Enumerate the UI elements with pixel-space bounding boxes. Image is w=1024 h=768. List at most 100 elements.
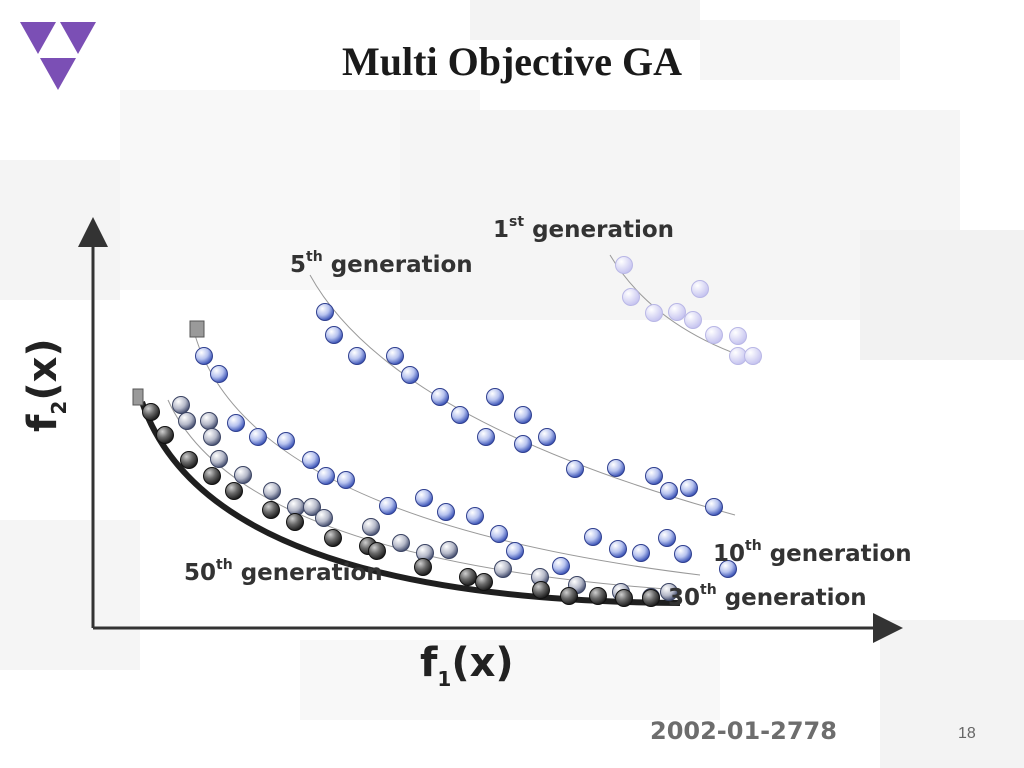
gen50-point [142, 403, 160, 421]
gen5-point [660, 482, 678, 500]
gen10-point [302, 451, 320, 469]
gen1-point [615, 256, 633, 274]
gen5-point [566, 460, 584, 478]
gen5-point [514, 435, 532, 453]
gen30-point [203, 428, 221, 446]
gen10-point [609, 540, 627, 558]
gen50-point [156, 426, 174, 444]
gen50-point [180, 451, 198, 469]
gen1-point [744, 347, 762, 365]
gen5-point [451, 406, 469, 424]
gen50-point [532, 581, 550, 599]
gen10-point [249, 428, 267, 446]
slide-title: Multi Objective GA [342, 39, 682, 84]
gen30-point [287, 498, 305, 516]
gen30-point [263, 482, 281, 500]
gen50-point [560, 587, 578, 605]
gen30-point [178, 412, 196, 430]
gen10-point [674, 545, 692, 563]
gen50-point [589, 587, 607, 605]
gen10-point [719, 560, 737, 578]
gen50-point [475, 573, 493, 591]
gen1-point [645, 304, 663, 322]
gen5-point [325, 326, 343, 344]
gen10-point [379, 497, 397, 515]
gen30-point [315, 509, 333, 527]
gen50-label: 50th generation [184, 557, 383, 586]
gen5-point [316, 303, 334, 321]
gen10-point [658, 529, 676, 547]
gen10-point [552, 557, 570, 575]
gen5-point [477, 428, 495, 446]
logo-icon [20, 22, 96, 90]
gen50-point [368, 542, 386, 560]
pareto-front-curve [139, 401, 681, 606]
square-marker [132, 388, 144, 406]
gen10-point [337, 471, 355, 489]
document-id: 2002-01-2778 [650, 717, 837, 745]
gen5-point [401, 366, 419, 384]
gen10-point [210, 365, 228, 383]
square-marker [189, 320, 205, 338]
gen10-point [317, 467, 335, 485]
gen30-point [210, 450, 228, 468]
gen10-point [195, 347, 213, 365]
gen30-point [172, 396, 190, 414]
gen1-point [691, 280, 709, 298]
gen10-points [195, 347, 737, 578]
gen50-point [414, 558, 432, 576]
gen5-point [348, 347, 366, 365]
gen30-label: 30th generation [668, 582, 867, 611]
gen10-curve [194, 334, 701, 576]
gen5-point [607, 459, 625, 477]
gen50-point [324, 529, 342, 547]
gen5-point [705, 498, 723, 516]
gen10-point [632, 544, 650, 562]
x-axis-label: f1(x) [420, 640, 514, 691]
gen1-points [615, 256, 762, 365]
gen50-points [142, 403, 660, 607]
gen10-point [437, 503, 455, 521]
gen1-point [729, 327, 747, 345]
gen50-point [615, 589, 633, 607]
gen10-point [506, 542, 524, 560]
gen1-point [729, 347, 747, 365]
gen5-point [514, 406, 532, 424]
gen10-point [490, 525, 508, 543]
gen10-point [584, 528, 602, 546]
gen30-point [362, 518, 380, 536]
y-axis-label: f2(x) [20, 338, 71, 432]
gen1-label: 1st generation [493, 214, 675, 243]
gen5-point [386, 347, 404, 365]
gen50-point [642, 589, 660, 607]
gen10-point [277, 432, 295, 450]
gen5-point [645, 467, 663, 485]
gen10-label: 10th generation [713, 538, 912, 567]
gen30-point [392, 534, 410, 552]
gen30-point [440, 541, 458, 559]
gen5-point [431, 388, 449, 406]
gen50-point [225, 482, 243, 500]
page-number: 18 [958, 725, 976, 742]
gen50-point [459, 568, 477, 586]
gen10-point [227, 414, 245, 432]
gen30-point [660, 583, 678, 601]
gen30-point [303, 498, 321, 516]
gen10-point [466, 507, 484, 525]
gen50-point [286, 513, 304, 531]
gen30-point [200, 412, 218, 430]
gen5-point [680, 479, 698, 497]
gen5-points [316, 303, 723, 516]
gen5-point [538, 428, 556, 446]
gen30-point [494, 560, 512, 578]
gen1-point [622, 288, 640, 306]
gen50-point [262, 501, 280, 519]
gen1-point [668, 303, 686, 321]
gen1-point [684, 311, 702, 329]
gen50-point [203, 467, 221, 485]
gen10-point [415, 489, 433, 507]
gen30-point [234, 466, 252, 484]
gen5-label: 5th generation [290, 249, 473, 278]
